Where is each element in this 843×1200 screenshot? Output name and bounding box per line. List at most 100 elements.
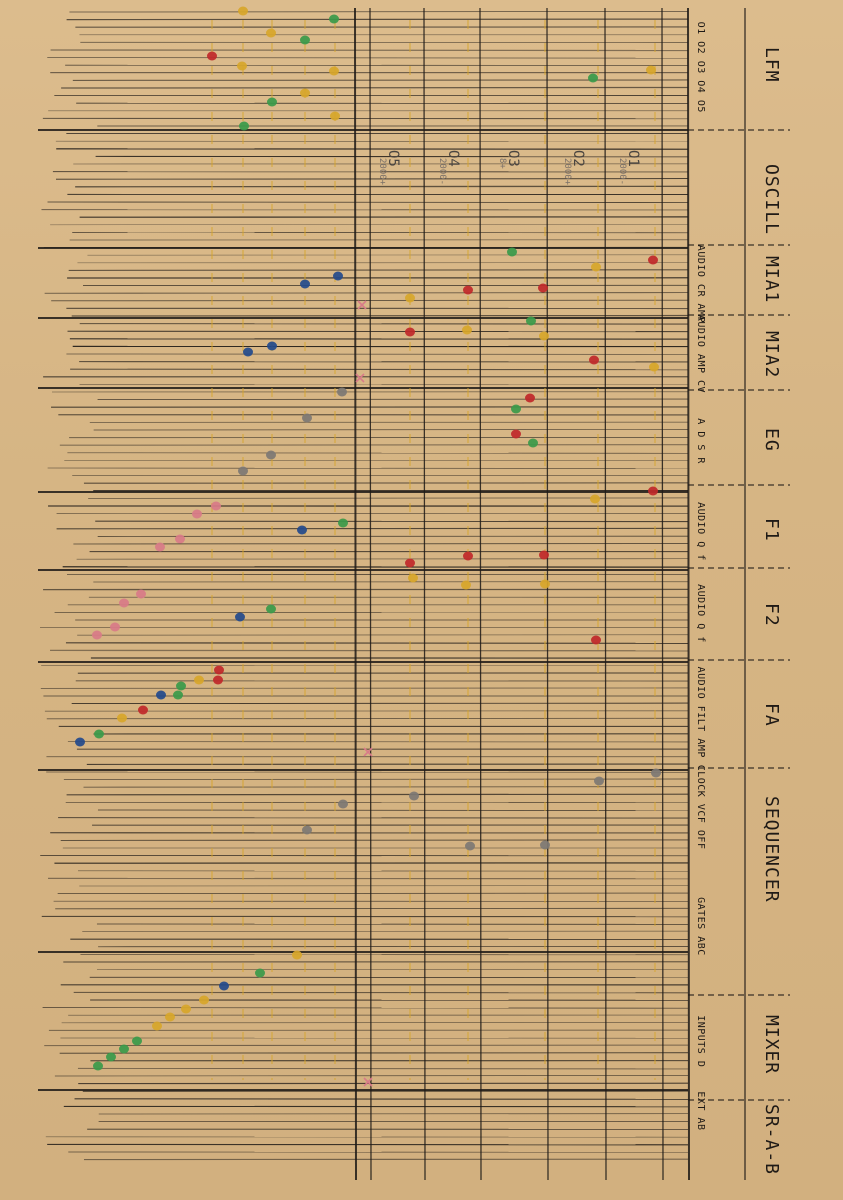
row-line xyxy=(66,18,689,21)
patch-pin-gray xyxy=(338,799,348,809)
row-line xyxy=(51,299,689,302)
patch-pin-gray xyxy=(266,450,276,460)
patch-pin-pink xyxy=(175,534,185,544)
column-line xyxy=(423,7,426,1181)
patch-pin-yellow xyxy=(539,331,549,341)
patch-pin-green xyxy=(106,1052,116,1062)
patch-pin-yellow xyxy=(330,111,340,121)
patch-pin-green xyxy=(94,729,104,739)
row-line xyxy=(42,1007,689,1009)
section-label: F1 xyxy=(761,518,782,542)
section-label: EG xyxy=(761,428,782,452)
row-line xyxy=(56,178,689,180)
sub-label: AUDIO Q f xyxy=(695,502,706,561)
oscillator-value: 2000- xyxy=(437,158,447,186)
patch-pin-gray xyxy=(302,825,312,835)
oscillator-value: 2000+ xyxy=(377,158,387,186)
patch-pin-pink xyxy=(192,509,202,519)
row-line xyxy=(65,642,689,644)
oscillator-value: 2000+ xyxy=(562,158,572,186)
patch-pin-blue xyxy=(219,981,229,991)
patch-pin-green xyxy=(300,35,310,45)
patch-pin-blue xyxy=(75,737,85,747)
patch-pin-yellow xyxy=(462,325,472,335)
patch-pin-red xyxy=(511,429,521,439)
row-line xyxy=(68,269,689,271)
row-line xyxy=(50,223,689,226)
patch-pin-green xyxy=(255,968,265,978)
patch-pin-red xyxy=(463,551,473,561)
row-line xyxy=(83,786,689,788)
patch-pin-gray xyxy=(238,466,248,476)
patch-pin-green xyxy=(588,73,598,83)
column-line xyxy=(479,7,482,1181)
patch-pin-yellow xyxy=(237,61,247,71)
patch-pin-pink xyxy=(110,622,120,632)
patch-pin-red xyxy=(405,327,415,337)
row-line xyxy=(59,1052,689,1054)
x-mark xyxy=(355,373,365,383)
sub-label: AUDIO FILT AMP xyxy=(695,666,706,758)
oscillator-label: O2 xyxy=(570,150,586,167)
patch-pin-pink xyxy=(136,589,146,599)
section-label: FA xyxy=(761,703,782,727)
section-label: OSCILL xyxy=(761,164,782,236)
patch-pin-gray xyxy=(465,841,475,851)
patch-pin-red xyxy=(539,550,549,560)
row-line xyxy=(59,444,689,446)
patch-pin-yellow xyxy=(165,1012,175,1022)
patch-pin-red xyxy=(591,635,601,645)
patch-pin-yellow xyxy=(540,579,550,589)
patch-pin-red xyxy=(463,285,473,295)
row-line xyxy=(97,809,689,811)
patch-pin-green xyxy=(267,97,277,107)
patch-pin-green xyxy=(239,121,249,131)
patch-pin-pink xyxy=(119,598,129,608)
column-line xyxy=(661,7,664,1181)
section-label: F2 xyxy=(761,603,782,627)
patch-pin-green xyxy=(511,404,521,414)
x-mark xyxy=(363,747,373,757)
row-line xyxy=(57,892,689,894)
patch-pin-red xyxy=(138,705,148,715)
patch-pin-yellow xyxy=(194,675,204,685)
sub-label: EXT AB xyxy=(695,1091,706,1131)
patch-pin-red xyxy=(525,393,535,403)
x-mark xyxy=(357,300,367,310)
row-line xyxy=(66,353,689,356)
patch-pin-red xyxy=(207,51,217,61)
patch-pin-yellow xyxy=(591,262,601,272)
patch-pin-green xyxy=(338,518,348,528)
section-label: LFM xyxy=(761,47,782,83)
patch-pin-red xyxy=(589,355,599,365)
column-line xyxy=(604,7,607,1181)
patch-pin-green xyxy=(93,1061,103,1071)
column-line xyxy=(546,7,549,1181)
row-line xyxy=(63,778,689,781)
row-line xyxy=(97,398,689,401)
row-line xyxy=(79,885,689,887)
patch-pin-green xyxy=(173,690,183,700)
x-mark xyxy=(363,1077,373,1087)
oscillator-label: O4 xyxy=(445,150,461,167)
patch-pin-pink xyxy=(92,630,102,640)
patch-pin-blue xyxy=(156,690,166,700)
patch-pin-yellow xyxy=(646,65,656,75)
patch-pin-yellow xyxy=(266,28,276,38)
patch-pin-green xyxy=(507,247,517,257)
oscillator-label: O3 xyxy=(505,150,521,167)
sub-label: A D S R xyxy=(695,418,706,464)
section-label: MIA1 xyxy=(761,256,782,304)
patch-pin-red xyxy=(538,283,548,293)
section-label: SR-A-B xyxy=(761,1104,782,1176)
patch-pin-green xyxy=(528,438,538,448)
sub-label: AUDIO Q f xyxy=(695,584,706,643)
sub-label: AUDIO CR AMP xyxy=(695,244,706,324)
patch-pin-red xyxy=(214,665,224,675)
patch-pin-green xyxy=(329,14,339,24)
patch-pin-red xyxy=(648,255,658,265)
patch-pin-blue xyxy=(235,612,245,622)
patch-pin-pink xyxy=(211,501,221,511)
